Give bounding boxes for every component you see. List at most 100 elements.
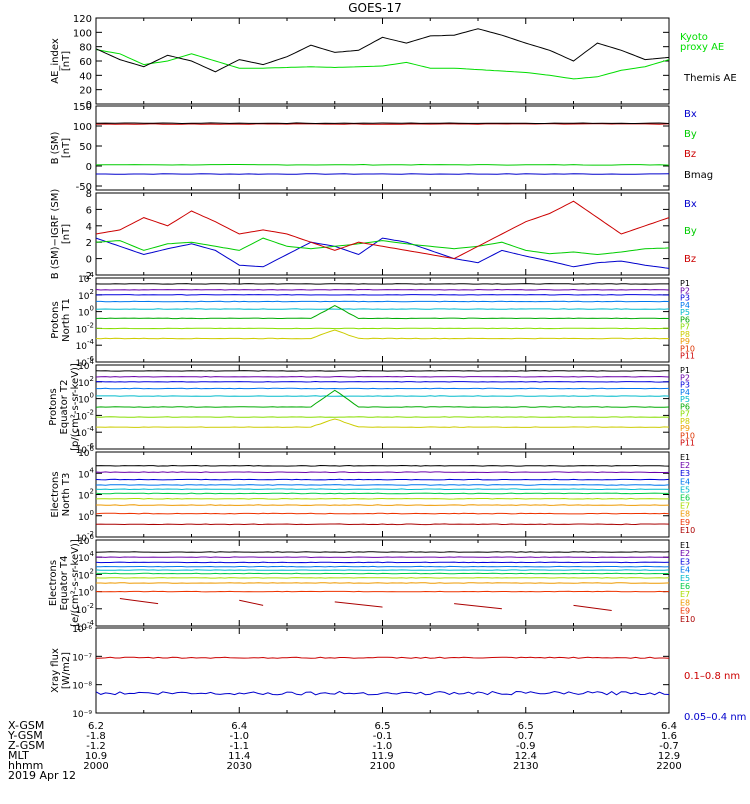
legend-e_t4-e10: E10 <box>680 615 695 624</box>
series-line-xray-0-1-0-8-nm <box>95 656 670 659</box>
legend-kyoto-2: proxy AE <box>680 42 724 53</box>
legend-p_t1-p3: P3 <box>680 294 690 303</box>
series-line-e_t3-e5 <box>95 488 670 491</box>
ytick-label-p_t1: 10-2 <box>76 321 94 335</box>
series-line-p_t2-p3 <box>96 380 670 383</box>
legend-e_t4-e1: E1 <box>680 541 690 550</box>
ylabel-bdiff: B (SM)−IGRF (SM) <box>50 189 61 280</box>
series-line-b-bx <box>96 173 670 175</box>
legend-e_t3-e2: E2 <box>680 461 690 470</box>
eph-value-3-3: 12.4 <box>515 751 537 762</box>
eph-value-1-3: 11.4 <box>228 751 250 762</box>
panel-frame-b <box>95 105 670 191</box>
ytick-label-ae: 60 <box>79 57 92 68</box>
ytick-label-b: 50 <box>79 142 92 153</box>
eph-value-2-3: 11.9 <box>371 751 393 762</box>
series-line-e_t4-e1 <box>95 551 670 553</box>
series-line-e_t4-e4 <box>96 565 670 568</box>
legend-e_t4-e9: E9 <box>680 607 690 616</box>
series-line-p_t2-p4 <box>96 387 670 390</box>
legend-p_t2-p11: P11 <box>680 439 695 448</box>
legend-b-by: By <box>684 129 697 140</box>
eph-label-ygsm: Y-GSM <box>8 729 43 742</box>
legend-p_t2-p8: P8 <box>680 417 690 426</box>
eph-label-xgsm: X-GSM <box>8 719 45 732</box>
ylabel-b: [nT] <box>61 138 72 158</box>
legend-e_t4-e7: E7 <box>680 590 690 599</box>
series-segment-e_t4-e10 <box>454 603 502 610</box>
ytick-label-p_t1: 100 <box>78 305 94 319</box>
legend-e_t4-e3: E3 <box>680 557 690 566</box>
eph-label-zgsm: Z-GSM <box>8 739 45 752</box>
legend-p_t1-p9: P9 <box>680 337 690 346</box>
eph-value-0-1: -1.8 <box>86 731 106 742</box>
legend-p_t2-p3: P3 <box>680 381 690 390</box>
series-line-p_t1-p3 <box>95 294 669 296</box>
legend-p_t2-p2: P2 <box>680 373 690 382</box>
legend-p_t2-p1: P1 <box>680 366 690 375</box>
eph-label-hhmm: hhmm <box>8 759 44 772</box>
ytick-label-xray: 10⁻⁶ <box>72 625 92 635</box>
eph-value-0-2: -1.2 <box>86 741 106 752</box>
eph-value-0-3: 10.9 <box>85 751 107 762</box>
legend-e_t4-e2: E2 <box>680 549 690 558</box>
legend-p_t2-p7: P7 <box>680 410 690 419</box>
legend-p_t1-p2: P2 <box>680 286 690 295</box>
panel-frame-p_t1 <box>95 277 670 363</box>
legend-e_t3-e8: E8 <box>680 510 690 519</box>
ytick-label-ae: 80 <box>79 43 92 54</box>
legend-p_t1-p10: P10 <box>680 344 695 353</box>
eph-value-0-4: 2000 <box>83 761 108 772</box>
ylabel-e_t4: Electrons <box>48 560 59 606</box>
series-line-ae-kyoto-proxy-ae <box>95 49 670 80</box>
series-segment-e_t4-e10 <box>334 601 383 608</box>
eph-value-2-0: 6.5 <box>375 721 391 732</box>
ylabel-e_t4: [e/(cm²-s-sr-keV)] <box>70 539 81 627</box>
legend-p_t1-p4: P4 <box>680 301 690 310</box>
series-line-b-bmag <box>95 122 670 125</box>
legend-p_t1-p6: P6 <box>680 315 690 324</box>
ytick-label-e_t3: 104 <box>78 466 94 480</box>
eph-value-0-0: 6.2 <box>88 721 104 732</box>
legend-p_t2-p9: P9 <box>680 424 690 433</box>
eph-value-2-2: -1.0 <box>373 741 393 752</box>
series-line-p_t2-p1 <box>95 370 669 372</box>
series-line-p_t2-p2 <box>95 375 670 378</box>
ylabel-e_t3: Electrons <box>50 471 61 517</box>
ytick-label-p_t1: 102 <box>78 288 94 302</box>
series-line-e_t3-e6 <box>95 492 669 495</box>
legend-themis: Themis AE <box>683 73 737 84</box>
ytick-label-e_t3: 100 <box>78 509 94 523</box>
ylabel-e_t4: Equator T4 <box>59 556 70 611</box>
ylabel-p_t1: North T1 <box>61 298 72 342</box>
series-line-e_t4-e3 <box>95 561 670 564</box>
legend-b-bmag: Bmag <box>684 170 713 181</box>
ylabel-b: B (SM) <box>50 131 61 164</box>
legend-p_t1-p5: P5 <box>680 308 690 317</box>
legend-xray-short: 0.05–0.4 nm <box>684 712 746 723</box>
eph-value-1-4: 2030 <box>227 761 252 772</box>
series-line-p_t1-p5 <box>95 308 670 310</box>
legend-p_t2-p6: P6 <box>680 402 690 411</box>
series-segment-e_t4-e10 <box>573 604 612 612</box>
legend-p_t2-p10: P10 <box>680 431 695 440</box>
series-line-p_t1-p4 <box>96 300 670 303</box>
series-line-xray-0-05-0-4-nm <box>95 690 670 696</box>
ytick-label-bdiff: 6 <box>86 205 92 216</box>
eph-value-1-1: -1.0 <box>229 731 249 742</box>
ytick-label-bdiff: 0 <box>86 255 92 266</box>
ytick-label-ae: 40 <box>79 71 92 82</box>
ytick-label-bdiff: 4 <box>86 222 92 233</box>
legend-bdiff-by: By <box>684 226 697 237</box>
series-line-e_t3-e2 <box>95 471 670 474</box>
eph-value-4-4: 2200 <box>656 761 681 772</box>
ytick-label-b: 150 <box>73 102 92 113</box>
series-segment-e_t4-e10 <box>239 599 264 606</box>
series-line-e_t3-e7 <box>95 497 669 500</box>
ytick-label-b: 0 <box>86 162 92 173</box>
series-line-e_t3-e10 <box>95 523 670 526</box>
ytick-label-bdiff: 2 <box>86 238 92 249</box>
ytick-label-ae: 0 <box>86 100 92 111</box>
series-line-e_t4-e8 <box>96 582 670 584</box>
